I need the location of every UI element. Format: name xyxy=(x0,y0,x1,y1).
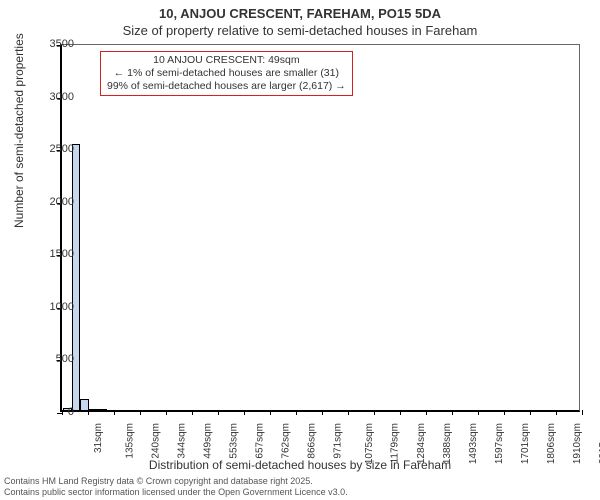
footer-attribution: Contains HM Land Registry data © Crown c… xyxy=(4,476,348,498)
x-tick-mark xyxy=(504,410,505,415)
x-tick-label: 1179sqm xyxy=(389,417,400,463)
y-tick-label: 0 xyxy=(68,406,74,418)
plot-area: 10 ANJOU CRESCENT: 49sqm← 1% of semi-det… xyxy=(60,44,580,412)
annotation-line: 10 ANJOU CRESCENT: 49sqm xyxy=(107,54,346,67)
y-tick-label: 3500 xyxy=(50,38,74,50)
histogram-bar xyxy=(98,409,107,410)
x-tick-mark xyxy=(166,410,167,415)
x-tick-label: 1388sqm xyxy=(442,417,453,464)
x-tick-mark xyxy=(400,410,401,415)
x-tick-label: 135sqm xyxy=(125,417,136,459)
x-tick-label: 971sqm xyxy=(333,417,344,459)
x-tick-mark xyxy=(270,410,271,415)
x-tick-label: 866sqm xyxy=(307,417,318,459)
y-tick-label: 1500 xyxy=(50,248,74,260)
x-tick-mark xyxy=(478,410,479,415)
x-tick-mark xyxy=(452,410,453,415)
y-tick-label: 3000 xyxy=(50,91,74,103)
x-tick-label: 657sqm xyxy=(255,417,266,459)
x-tick-mark xyxy=(530,410,531,415)
chart-subtitle: Size of property relative to semi-detach… xyxy=(0,21,600,38)
chart-title: 10, ANJOU CRESCENT, FAREHAM, PO15 5DA xyxy=(0,0,600,21)
annotation-line: ← 1% of semi-detached houses are smaller… xyxy=(107,67,346,80)
x-tick-mark xyxy=(62,410,63,415)
x-tick-mark xyxy=(88,410,89,415)
x-tick-mark xyxy=(322,410,323,415)
histogram-bar xyxy=(72,144,81,410)
x-tick-mark xyxy=(140,410,141,415)
y-tick-label: 500 xyxy=(56,353,74,365)
x-tick-mark xyxy=(582,410,583,415)
x-tick-mark xyxy=(244,410,245,415)
histogram-bar xyxy=(80,399,89,410)
x-tick-label: 553sqm xyxy=(229,417,240,459)
x-tick-mark xyxy=(114,410,115,415)
x-tick-label: 31sqm xyxy=(93,417,104,453)
footer-line-1: Contains HM Land Registry data © Crown c… xyxy=(4,476,348,487)
x-tick-mark xyxy=(348,410,349,415)
x-tick-label: 1075sqm xyxy=(364,417,375,464)
x-tick-mark xyxy=(374,410,375,415)
y-tick-label: 2500 xyxy=(50,143,74,155)
x-tick-label: 1701sqm xyxy=(520,417,531,464)
x-tick-mark xyxy=(296,410,297,415)
x-tick-label: 1910sqm xyxy=(572,417,583,464)
y-tick-label: 2000 xyxy=(50,196,74,208)
x-tick-label: 1493sqm xyxy=(468,417,479,464)
footer-line-2: Contains public sector information licen… xyxy=(4,487,348,498)
x-tick-mark xyxy=(192,410,193,415)
y-tick-label: 1000 xyxy=(50,301,74,313)
x-tick-label: 1806sqm xyxy=(546,417,557,464)
annotation-box: 10 ANJOU CRESCENT: 49sqm← 1% of semi-det… xyxy=(100,51,353,96)
x-tick-mark xyxy=(556,410,557,415)
x-tick-mark xyxy=(218,410,219,415)
y-axis-title: Number of semi-detached properties xyxy=(12,33,26,228)
x-tick-label: 762sqm xyxy=(281,417,292,459)
x-tick-label: 240sqm xyxy=(151,417,162,459)
x-axis-title: Distribution of semi-detached houses by … xyxy=(0,458,600,472)
x-tick-label: 1597sqm xyxy=(494,417,505,464)
x-tick-label: 344sqm xyxy=(177,417,188,459)
annotation-line: 99% of semi-detached houses are larger (… xyxy=(107,80,346,93)
x-tick-label: 449sqm xyxy=(203,417,214,459)
histogram-bar xyxy=(89,409,98,410)
x-tick-mark xyxy=(426,410,427,415)
x-tick-label: 1284sqm xyxy=(416,417,427,464)
